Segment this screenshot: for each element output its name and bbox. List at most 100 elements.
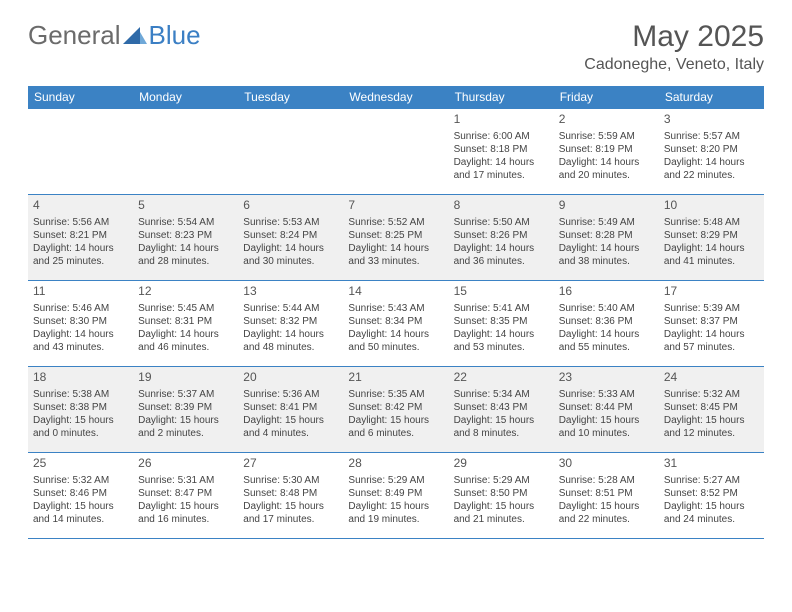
day-number: 28 bbox=[348, 456, 443, 472]
day-number: 30 bbox=[559, 456, 654, 472]
dow-header: Sunday bbox=[28, 86, 133, 109]
sunset-text: Sunset: 8:25 PM bbox=[348, 229, 443, 242]
sunset-text: Sunset: 8:49 PM bbox=[348, 487, 443, 500]
sunrise-text: Sunrise: 6:00 AM bbox=[454, 130, 549, 143]
calendar-day-cell: 13Sunrise: 5:44 AMSunset: 8:32 PMDayligh… bbox=[238, 281, 343, 367]
sunset-text: Sunset: 8:43 PM bbox=[454, 401, 549, 414]
daylight-text: and 20 minutes. bbox=[559, 169, 654, 182]
sunset-text: Sunset: 8:21 PM bbox=[33, 229, 128, 242]
sunrise-text: Sunrise: 5:46 AM bbox=[33, 302, 128, 315]
sunrise-text: Sunrise: 5:59 AM bbox=[559, 130, 654, 143]
sunrise-text: Sunrise: 5:45 AM bbox=[138, 302, 233, 315]
daylight-text: and 21 minutes. bbox=[454, 513, 549, 526]
sunset-text: Sunset: 8:47 PM bbox=[138, 487, 233, 500]
sunset-text: Sunset: 8:34 PM bbox=[348, 315, 443, 328]
sunrise-text: Sunrise: 5:50 AM bbox=[454, 216, 549, 229]
day-number: 6 bbox=[243, 198, 338, 214]
day-number: 27 bbox=[243, 456, 338, 472]
daylight-text: Daylight: 14 hours bbox=[664, 242, 759, 255]
sunset-text: Sunset: 8:20 PM bbox=[664, 143, 759, 156]
calendar-empty-cell bbox=[133, 109, 238, 195]
calendar-day-cell: 21Sunrise: 5:35 AMSunset: 8:42 PMDayligh… bbox=[343, 367, 448, 453]
calendar-day-cell: 14Sunrise: 5:43 AMSunset: 8:34 PMDayligh… bbox=[343, 281, 448, 367]
sunset-text: Sunset: 8:37 PM bbox=[664, 315, 759, 328]
calendar-day-cell: 22Sunrise: 5:34 AMSunset: 8:43 PMDayligh… bbox=[449, 367, 554, 453]
daylight-text: and 6 minutes. bbox=[348, 427, 443, 440]
sunset-text: Sunset: 8:35 PM bbox=[454, 315, 549, 328]
calendar-day-cell: 28 Sunrise: 5:29 AMSunset: 8:49 PMDayligh… bbox=[343, 453, 448, 539]
sunset-text: Sunset: 8:18 PM bbox=[454, 143, 549, 156]
sunrise-text: Sunrise: 5:41 AM bbox=[454, 302, 549, 315]
page-header: General Blue May 2025 Cadoneghe, Veneto,… bbox=[28, 20, 764, 74]
day-number: 10 bbox=[664, 198, 759, 214]
daylight-text: Daylight: 15 hours bbox=[348, 414, 443, 427]
daylight-text: Daylight: 15 hours bbox=[348, 500, 443, 513]
sunrise-text: Sunrise: 5:53 AM bbox=[243, 216, 338, 229]
dow-header: Friday bbox=[554, 86, 659, 109]
daylight-text: and 17 minutes. bbox=[243, 513, 338, 526]
daylight-text: Daylight: 15 hours bbox=[664, 414, 759, 427]
sunset-text: Sunset: 8:38 PM bbox=[33, 401, 128, 414]
day-number: 18 bbox=[33, 370, 128, 386]
sunset-text: Sunset: 8:36 PM bbox=[559, 315, 654, 328]
sunrise-text: Sunrise: 5:35 AM bbox=[348, 388, 443, 401]
sunrise-text: Sunrise: 5:32 AM bbox=[33, 474, 128, 487]
sunset-text: Sunset: 8:51 PM bbox=[559, 487, 654, 500]
sunset-text: Sunset: 8:44 PM bbox=[559, 401, 654, 414]
daylight-text: and 41 minutes. bbox=[664, 255, 759, 268]
daylight-text: and 55 minutes. bbox=[559, 341, 654, 354]
daylight-text: Daylight: 15 hours bbox=[33, 414, 128, 427]
day-number: 12 bbox=[138, 284, 233, 300]
day-of-week-row: SundayMondayTuesdayWednesdayThursdayFrid… bbox=[28, 86, 764, 109]
calendar-day-cell: 8Sunrise: 5:50 AMSunset: 8:26 PMDaylight… bbox=[449, 195, 554, 281]
calendar-head: SundayMondayTuesdayWednesdayThursdayFrid… bbox=[28, 86, 764, 109]
sunset-text: Sunset: 8:24 PM bbox=[243, 229, 338, 242]
dow-header: Saturday bbox=[659, 86, 764, 109]
day-number: 17 bbox=[664, 284, 759, 300]
day-number: 16 bbox=[559, 284, 654, 300]
day-number: 13 bbox=[243, 284, 338, 300]
daylight-text: Daylight: 14 hours bbox=[33, 242, 128, 255]
sunrise-text: Sunrise: 5:44 AM bbox=[243, 302, 338, 315]
day-number: 22 bbox=[454, 370, 549, 386]
daylight-text: and 50 minutes. bbox=[348, 341, 443, 354]
day-number: 20 bbox=[243, 370, 338, 386]
calendar-day-cell: 24Sunrise: 5:32 AMSunset: 8:45 PMDayligh… bbox=[659, 367, 764, 453]
calendar-day-cell: 4Sunrise: 5:56 AMSunset: 8:21 PMDaylight… bbox=[28, 195, 133, 281]
daylight-text: and 57 minutes. bbox=[664, 341, 759, 354]
calendar-day-cell: 7Sunrise: 5:52 AMSunset: 8:25 PMDaylight… bbox=[343, 195, 448, 281]
day-number: 14 bbox=[348, 284, 443, 300]
logo-text-2: Blue bbox=[149, 20, 201, 51]
daylight-text: Daylight: 14 hours bbox=[559, 328, 654, 341]
sunset-text: Sunset: 8:26 PM bbox=[454, 229, 549, 242]
sunset-text: Sunset: 8:46 PM bbox=[33, 487, 128, 500]
daylight-text: and 2 minutes. bbox=[138, 427, 233, 440]
sunrise-text: Sunrise: 5:31 AM bbox=[138, 474, 233, 487]
daylight-text: Daylight: 15 hours bbox=[243, 414, 338, 427]
daylight-text: Daylight: 14 hours bbox=[33, 328, 128, 341]
daylight-text: Daylight: 14 hours bbox=[559, 156, 654, 169]
calendar-day-cell: 15Sunrise: 5:41 AMSunset: 8:35 PMDayligh… bbox=[449, 281, 554, 367]
calendar-day-cell: 10Sunrise: 5:48 AMSunset: 8:29 PMDayligh… bbox=[659, 195, 764, 281]
calendar-day-cell: 9Sunrise: 5:49 AMSunset: 8:28 PMDaylight… bbox=[554, 195, 659, 281]
sunrise-text: Sunrise: 5:32 AM bbox=[664, 388, 759, 401]
calendar-day-cell: 19Sunrise: 5:37 AMSunset: 8:39 PMDayligh… bbox=[133, 367, 238, 453]
sunrise-text: Sunrise: 5:29 AM bbox=[348, 474, 443, 487]
dow-header: Tuesday bbox=[238, 86, 343, 109]
daylight-text: and 46 minutes. bbox=[138, 341, 233, 354]
calendar-body: 1Sunrise: 6:00 AMSunset: 8:18 PMDaylight… bbox=[28, 109, 764, 539]
daylight-text: and 53 minutes. bbox=[454, 341, 549, 354]
daylight-text: and 22 minutes. bbox=[664, 169, 759, 182]
day-number: 26 bbox=[138, 456, 233, 472]
sunrise-text: Sunrise: 5:52 AM bbox=[348, 216, 443, 229]
calendar-empty-cell bbox=[28, 109, 133, 195]
daylight-text: Daylight: 14 hours bbox=[243, 242, 338, 255]
calendar-day-cell: 17Sunrise: 5:39 AMSunset: 8:37 PMDayligh… bbox=[659, 281, 764, 367]
day-number: 19 bbox=[138, 370, 233, 386]
daylight-text: and 22 minutes. bbox=[559, 513, 654, 526]
logo-triangle-icon bbox=[123, 20, 147, 51]
sunrise-text: Sunrise: 5:40 AM bbox=[559, 302, 654, 315]
sunrise-text: Sunrise: 5:39 AM bbox=[664, 302, 759, 315]
calendar-empty-cell bbox=[238, 109, 343, 195]
daylight-text: Daylight: 14 hours bbox=[138, 242, 233, 255]
